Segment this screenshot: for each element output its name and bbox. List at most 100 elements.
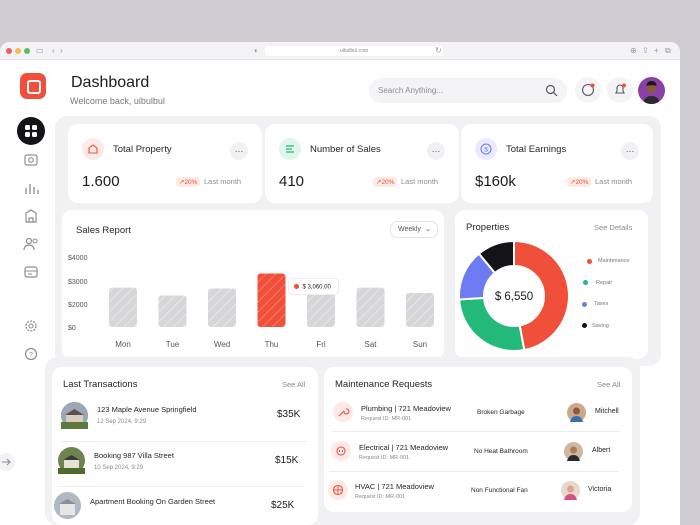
assignee-avatar bbox=[561, 481, 580, 500]
minimize-window-button[interactable] bbox=[15, 48, 21, 54]
request-id: Request ID: MR-001 bbox=[355, 494, 406, 500]
bell-icon bbox=[615, 83, 626, 94]
wrench-icon bbox=[333, 402, 353, 422]
assignee-name: Mitchell bbox=[595, 408, 619, 415]
help-icon[interactable]: ? bbox=[22, 345, 40, 363]
notifications-button[interactable] bbox=[607, 77, 633, 103]
transaction-amount: $35K bbox=[277, 409, 301, 420]
transactions-card: Last Transactions See All 123 Maple Aven… bbox=[52, 367, 318, 525]
x-tick-label: Fri bbox=[316, 340, 326, 349]
search-placeholder: Search Anything... bbox=[378, 86, 443, 95]
transaction-amount: $25K bbox=[271, 500, 295, 511]
search-icon bbox=[545, 84, 558, 97]
sales-report-title: Sales Report bbox=[76, 225, 131, 236]
see-all-transactions-link[interactable]: See All bbox=[282, 380, 306, 389]
request-issue: Broken Garbage bbox=[477, 409, 525, 416]
period-select[interactable]: Weekly ⌄ bbox=[390, 221, 438, 238]
stat-card-total-property[interactable]: Total Property … 1.600 ↗20% Last month bbox=[68, 124, 262, 203]
x-tick-label: Wed bbox=[214, 340, 230, 349]
slice-maintenance[interactable] bbox=[513, 239, 570, 352]
download-icon[interactable]: ⊕ bbox=[630, 46, 637, 55]
building-icon[interactable] bbox=[22, 207, 40, 225]
camera-icon[interactable] bbox=[22, 151, 40, 169]
request-title: Electrical | 721 Meadoview bbox=[359, 443, 449, 452]
stat-title: Number of Sales bbox=[310, 144, 381, 155]
sales-report-card: Sales Report Weekly ⌄ bbox=[62, 210, 444, 359]
see-all-maintenance-link[interactable]: See All bbox=[597, 380, 621, 389]
bar-tue[interactable] bbox=[158, 295, 187, 328]
svg-text:?: ? bbox=[29, 352, 33, 359]
address-bar[interactable]: uibulbul.com bbox=[265, 46, 443, 56]
request-title: Plumbing | 721 Meadoview bbox=[361, 404, 451, 413]
more-options-button[interactable]: … bbox=[621, 142, 639, 160]
period-label: Last month bbox=[401, 177, 439, 186]
maximize-window-button[interactable] bbox=[24, 48, 30, 54]
dollar-icon: $ bbox=[475, 138, 497, 160]
logout-icon[interactable] bbox=[0, 453, 15, 471]
forward-icon[interactable]: › bbox=[60, 46, 63, 55]
change-badge: ↗20% bbox=[176, 177, 201, 187]
users-icon[interactable] bbox=[22, 235, 40, 253]
transaction-title: Booking 987 Villa Street bbox=[94, 451, 174, 460]
close-window-button[interactable] bbox=[6, 48, 12, 54]
bar-thu[interactable] bbox=[257, 273, 286, 327]
property-thumbnail bbox=[54, 492, 81, 519]
x-tick-label: Tue bbox=[166, 340, 180, 349]
share-icon[interactable]: ⇪ bbox=[642, 46, 649, 55]
bar-sun[interactable] bbox=[406, 292, 434, 327]
change-badge: ↗20% bbox=[373, 177, 398, 187]
chart-bar-icon[interactable] bbox=[22, 179, 40, 197]
bar-mon[interactable] bbox=[109, 287, 137, 327]
x-tick-label: Thu bbox=[265, 340, 279, 349]
home-icon bbox=[82, 138, 104, 160]
browser-titlebar: ▭ ‹ › ◐ uibulbul.com ↻ ⊕ ⇪ + ⧉ bbox=[0, 42, 680, 60]
assignee-name: Victoria bbox=[588, 486, 612, 493]
stat-card-number-of-sales[interactable]: Number of Sales … 410 ↗20% Last month bbox=[265, 124, 459, 203]
y-tick-label: $2000 bbox=[68, 302, 88, 309]
bar-fri[interactable] bbox=[307, 292, 335, 327]
property-thumbnail bbox=[58, 447, 85, 474]
sidebar-item-dashboard[interactable] bbox=[17, 117, 45, 145]
x-tick-label: Mon bbox=[115, 340, 131, 349]
transaction-title: 123 Maple Avenue Springfield bbox=[97, 405, 197, 414]
user-avatar[interactable] bbox=[638, 77, 665, 104]
x-tick-label: Sat bbox=[364, 340, 377, 349]
maintenance-title: Maintenance Requests bbox=[335, 379, 433, 390]
divider bbox=[329, 471, 619, 472]
stat-card-total-earnings[interactable]: $ Total Earnings … $160k ↗20% Last month bbox=[461, 124, 653, 203]
transaction-date: 12 Sep 2024, 9:29 bbox=[97, 419, 147, 425]
page-subtitle: Welcome back, uibulbul bbox=[70, 96, 165, 106]
assignee-avatar bbox=[567, 403, 586, 422]
stat-value: 1.600 bbox=[82, 173, 120, 190]
list-icon bbox=[279, 138, 301, 160]
legend-dot-taxes bbox=[582, 302, 587, 307]
messages-button[interactable] bbox=[575, 77, 601, 103]
reload-icon[interactable]: ↻ bbox=[435, 46, 442, 55]
card-icon[interactable] bbox=[22, 263, 40, 281]
more-options-button[interactable]: … bbox=[427, 142, 445, 160]
y-tick-label: $0 bbox=[68, 325, 76, 332]
request-id: Request ID: MR-001 bbox=[359, 455, 410, 461]
new-tab-icon[interactable]: + bbox=[654, 46, 659, 55]
stat-title: Total Property bbox=[113, 144, 172, 155]
tabs-overview-icon[interactable]: ⧉ bbox=[665, 46, 671, 55]
grid-icon bbox=[25, 125, 37, 137]
sidebar-toggle-icon[interactable]: ▭ bbox=[36, 46, 44, 55]
slice-repair[interactable] bbox=[458, 296, 526, 352]
property-thumbnail bbox=[61, 402, 88, 429]
slice-saving[interactable] bbox=[477, 239, 515, 275]
transaction-date: 10 Sep 2024, 9:29 bbox=[94, 465, 144, 471]
divider bbox=[331, 431, 621, 432]
change-badge: ↗20% bbox=[567, 177, 592, 187]
search-input[interactable]: Search Anything... bbox=[369, 78, 567, 103]
see-details-link[interactable]: See Details bbox=[594, 223, 633, 232]
legend-label: Maintenance bbox=[598, 258, 630, 264]
bar-wed[interactable] bbox=[208, 288, 236, 328]
stat-title: Total Earnings bbox=[506, 144, 567, 155]
quantum-logo[interactable] bbox=[20, 73, 46, 99]
period-select-value: Weekly bbox=[398, 226, 421, 233]
more-options-button[interactable]: … bbox=[230, 142, 248, 160]
settings-icon[interactable] bbox=[22, 317, 40, 335]
back-icon[interactable]: ‹ bbox=[52, 46, 55, 55]
bar-sat[interactable] bbox=[356, 287, 385, 327]
